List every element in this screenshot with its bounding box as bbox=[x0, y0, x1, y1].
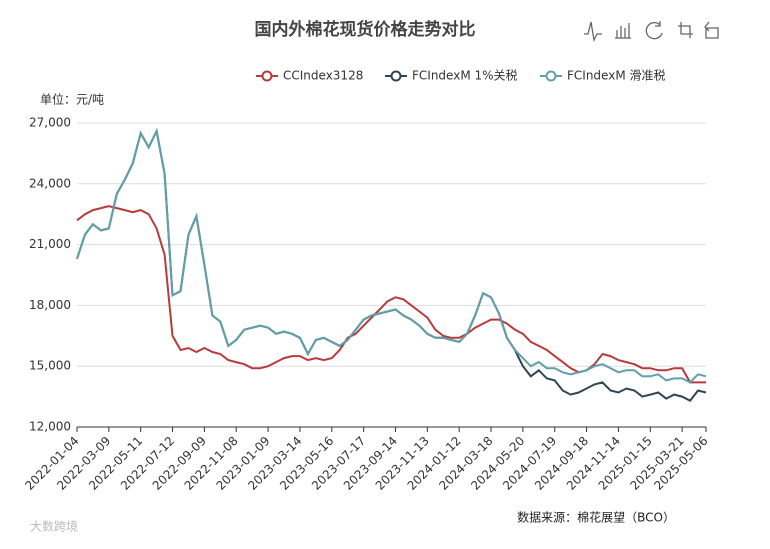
legend-marker bbox=[390, 70, 402, 82]
y-tick-label: 15,000 bbox=[29, 359, 71, 373]
y-unit: 单位：元/吨 bbox=[40, 92, 104, 107]
series-line bbox=[76, 127, 707, 384]
y-tick-label: 12,000 bbox=[29, 420, 71, 434]
legend-item[interactable]: FCIndexM 1%关税 bbox=[385, 69, 518, 83]
toolbar bbox=[584, 21, 719, 43]
source: 数据来源：棉花展望（BCO） bbox=[517, 510, 675, 525]
y-tick-label: 24,000 bbox=[29, 176, 71, 190]
legend-marker bbox=[261, 70, 273, 82]
line-icon[interactable] bbox=[584, 21, 602, 43]
legend-label: CCIndex3128 bbox=[283, 69, 363, 83]
legend-item[interactable]: CCIndex3128 bbox=[256, 69, 363, 83]
restore-icon[interactable] bbox=[645, 21, 663, 40]
chart-title: 国内外棉花现货价格走势对比 bbox=[255, 19, 476, 40]
legend-marker bbox=[545, 70, 557, 82]
y-tick-label: 18,000 bbox=[29, 298, 71, 312]
bar-icon[interactable] bbox=[615, 23, 631, 39]
legend-item[interactable]: FCIndexM 滑准税 bbox=[540, 69, 666, 83]
y-tick-label: 27,000 bbox=[29, 116, 71, 130]
legend-label: FCIndexM 1%关税 bbox=[412, 69, 518, 83]
y-tick-label: 21,000 bbox=[29, 237, 71, 251]
watermark: 大数跨境 bbox=[30, 519, 78, 534]
back-icon[interactable] bbox=[704, 21, 719, 39]
zoom-icon[interactable] bbox=[678, 22, 693, 38]
series-line bbox=[76, 205, 706, 384]
legend-label: FCIndexM 滑准税 bbox=[567, 69, 666, 83]
